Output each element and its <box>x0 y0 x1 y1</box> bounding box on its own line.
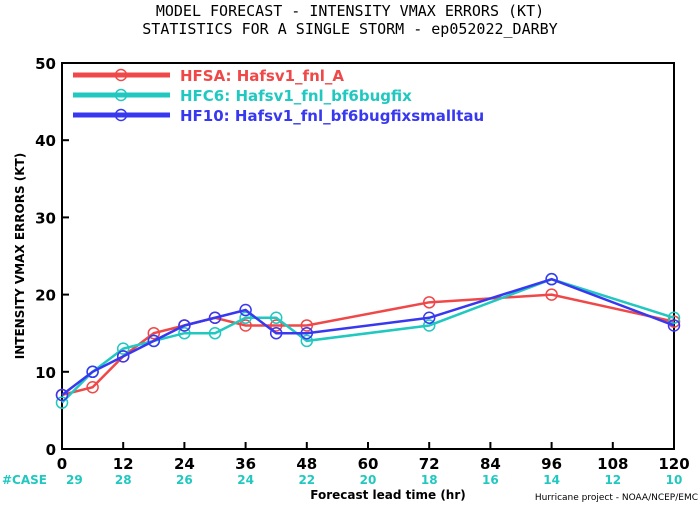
case-count: 24 <box>237 473 254 487</box>
data-point <box>269 326 283 340</box>
data-point <box>55 396 69 409</box>
data-point <box>545 272 558 286</box>
data-point <box>269 319 283 332</box>
case-count: 20 <box>360 473 377 487</box>
legend-label: HF10: Hafsv1_fnl_bf6bugfixsmalltau <box>180 107 484 125</box>
data-point <box>300 319 314 332</box>
x-tick-label: 120 <box>658 455 689 473</box>
y-tick-label: 40 <box>35 132 56 150</box>
data-point <box>239 311 252 325</box>
y-tick-label: 20 <box>35 287 56 305</box>
data-point <box>116 342 130 355</box>
x-tick-label: 48 <box>296 455 317 473</box>
data-point <box>269 311 283 325</box>
x-tick-label: 12 <box>113 455 134 473</box>
data-point <box>667 319 681 332</box>
case-count: 16 <box>482 473 499 487</box>
data-point <box>55 388 69 402</box>
data-point <box>208 311 222 325</box>
y-tick-label: 50 <box>35 55 56 73</box>
case-count: 29 <box>66 473 83 487</box>
x-tick-label: 60 <box>358 455 379 473</box>
series-line <box>61 277 675 396</box>
y-axis-label: INTENSITY VMAX ERRORS (KT) <box>13 153 27 359</box>
data-point <box>667 315 681 328</box>
x-tick-label: 72 <box>419 455 440 473</box>
series-line <box>61 293 675 397</box>
data-point <box>667 311 681 325</box>
x-tick-label: 96 <box>541 455 562 473</box>
x-tick-label: 36 <box>235 455 256 473</box>
x-axis-label: Forecast lead time (hr) <box>310 488 466 502</box>
legend-label: HFC6: Hafsv1_fnl_bf6bugfix <box>180 87 412 105</box>
data-point <box>147 326 161 340</box>
data-point <box>208 326 222 340</box>
case-count: 10 <box>666 473 683 487</box>
case-label: #CASE <box>2 473 47 487</box>
data-point <box>147 334 161 348</box>
case-count: 18 <box>421 473 438 487</box>
x-tick-label: 84 <box>480 455 501 473</box>
data-point <box>300 334 314 348</box>
legend-label: HFSA: Hafsv1_fnl_A <box>180 67 344 85</box>
legend-marker <box>114 88 128 102</box>
data-point <box>300 326 314 340</box>
data-point <box>239 303 252 317</box>
y-tick-label: 10 <box>35 364 56 382</box>
data-point <box>178 319 191 332</box>
data-point <box>86 365 99 379</box>
data-point <box>178 326 191 340</box>
series-line <box>61 277 675 404</box>
data-point <box>545 288 558 301</box>
data-point <box>422 296 436 309</box>
credit-text: Hurricane project - NOAA/NCEP/EMC <box>535 493 698 503</box>
chart-subtitle: STATISTICS FOR A SINGLE STORM - ep052022… <box>142 20 558 38</box>
x-tick-label: 24 <box>174 455 195 473</box>
chart-title: MODEL FORECAST - INTENSITY VMAX ERRORS (… <box>155 2 545 20</box>
data-point <box>116 350 130 363</box>
case-count: 28 <box>115 473 132 487</box>
case-count: 22 <box>298 473 315 487</box>
case-count: 14 <box>543 473 560 487</box>
y-tick-label: 0 <box>46 441 56 459</box>
legend-marker <box>114 68 128 82</box>
x-tick-label: 0 <box>57 455 67 473</box>
data-point <box>239 319 252 332</box>
legend-marker <box>114 108 128 122</box>
y-tick-label: 30 <box>35 209 56 227</box>
case-count: 26 <box>176 473 193 487</box>
data-point <box>422 319 436 332</box>
data-point <box>422 311 436 325</box>
data-point <box>86 380 99 394</box>
case-count: 12 <box>604 473 621 487</box>
x-tick-label: 108 <box>597 455 628 473</box>
